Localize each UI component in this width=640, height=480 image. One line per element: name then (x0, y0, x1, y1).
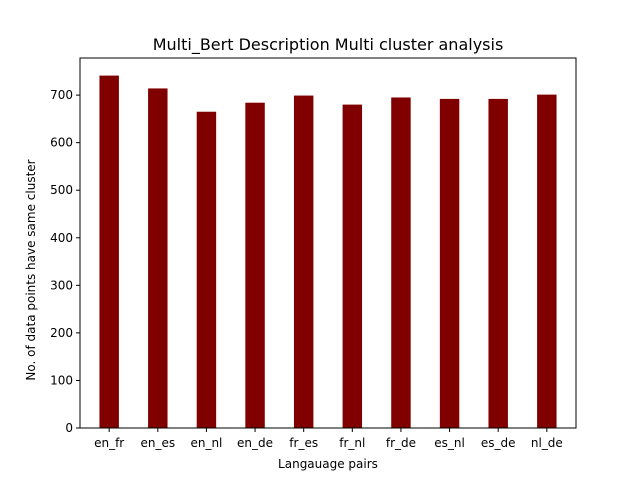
bar-es-de (488, 98, 508, 428)
x-tick-label: es_de (481, 436, 516, 450)
x-tick-label: en_fr (94, 436, 124, 450)
bar-en-nl (196, 111, 217, 428)
y-tick-label: 500 (50, 183, 73, 197)
plot-frame (79, 57, 577, 429)
x-axis-ticks: en_fr en_es en_nl en_de fr_es fr_nl fr_de es_nl… (94, 428, 563, 450)
x-tick-label: fr_es (289, 436, 318, 450)
x-tick-label: en_de (237, 436, 273, 450)
x-tick-label: fr_nl (339, 436, 365, 450)
bar-fr-de (391, 97, 411, 428)
x-tick-label: nl_de (531, 436, 563, 450)
bar-fr-nl (342, 104, 363, 428)
y-tick-label: 700 (50, 88, 73, 102)
y-tick-label: 600 (50, 136, 73, 150)
bar-fr-es (293, 95, 314, 429)
y-axis-ticks: 0 100 200 300 400 500 600 700 (50, 88, 80, 435)
x-axis-label: Langauage pairs (278, 457, 378, 471)
y-tick-label: 0 (65, 421, 73, 435)
chart-title: Multi_Bert Description Multi cluster ana… (153, 35, 504, 55)
bars-group (99, 75, 557, 429)
bar-es-nl (439, 98, 460, 428)
y-tick-label: 300 (50, 278, 73, 292)
bar-en-es (148, 88, 168, 429)
x-tick-label: fr_de (386, 436, 416, 450)
bar-nl-de (537, 94, 557, 428)
y-axis-label: No. of data points have same cluster (24, 159, 38, 380)
y-tick-label: 400 (50, 231, 73, 245)
x-tick-label: es_nl (434, 436, 465, 450)
x-tick-label: en_es (140, 436, 175, 450)
x-tick-label: en_nl (190, 436, 222, 450)
bar-en-fr (99, 75, 119, 428)
y-tick-label: 200 (50, 326, 73, 340)
y-tick-label: 100 (50, 373, 73, 387)
bar-en-de (245, 102, 265, 428)
